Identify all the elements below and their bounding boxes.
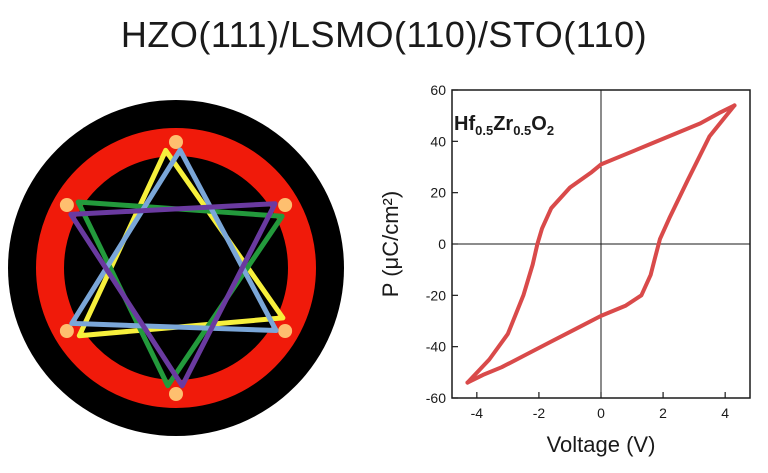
x-tick-label: 2 (659, 405, 667, 421)
ring-hotspot-2 (278, 324, 293, 338)
x-axis-label: Voltage (V) (547, 432, 656, 457)
x-tick-label: 4 (721, 405, 729, 421)
loop-branch-descending (465, 103, 737, 385)
y-tick-label: 60 (430, 82, 446, 98)
triangle-blue (69, 147, 279, 333)
y-axis: -60 -40 -20 0 20 40 60 (426, 82, 458, 406)
y-axis-label: P (μC/cm²) (378, 191, 403, 297)
ring-hotspot-5 (59, 198, 74, 212)
pole-figure-hotspots (59, 135, 293, 401)
pole-figure-triangles (68, 147, 286, 389)
hysteresis-loop (465, 103, 737, 385)
loop-branch-ascending (465, 103, 737, 385)
ring-hotspot-4 (59, 324, 74, 338)
pole-figure-image (8, 100, 344, 436)
y-tick-label: 40 (430, 133, 446, 149)
y-tick-label: -60 (426, 390, 446, 406)
x-tick-label: -4 (471, 405, 484, 421)
y-tick-label: -20 (426, 287, 446, 303)
y-tick-label: 0 (438, 236, 446, 252)
ring-hotspot-3 (169, 387, 183, 401)
page-title: HZO(111)/LSMO(110)/STO(110) (120, 14, 648, 55)
y-tick-label: -40 (426, 339, 446, 355)
ring-hotspot-1 (278, 198, 293, 212)
ring-hotspot-0 (169, 135, 183, 149)
x-tick-label: -2 (533, 405, 546, 421)
x-tick-label: 0 (597, 405, 605, 421)
x-axis: -4 -2 0 2 4 (471, 392, 729, 421)
y-tick-label: 20 (430, 185, 446, 201)
material-label: Hf0.5Zr0.5O2 (454, 113, 554, 138)
triangle-purple (68, 201, 278, 389)
